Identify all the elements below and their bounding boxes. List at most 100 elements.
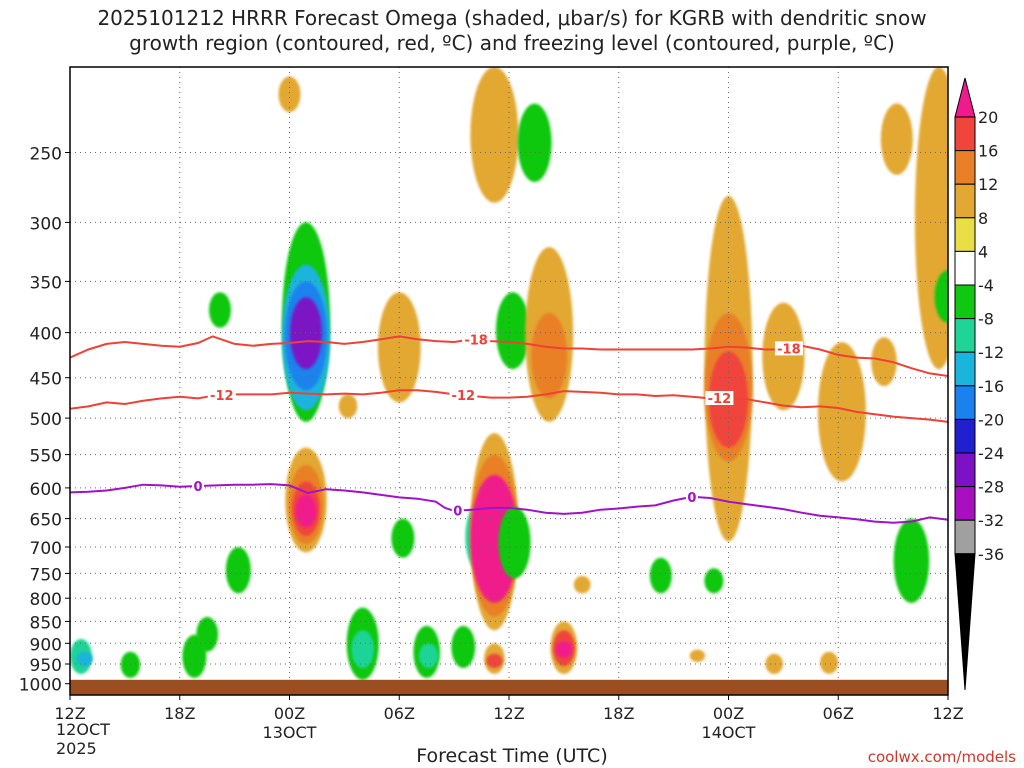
site-credit: coolwx.com/models — [867, 748, 1016, 766]
colorbar-label: 8 — [978, 209, 988, 228]
omega-blob — [495, 292, 530, 370]
omega-blob — [531, 313, 568, 399]
first-date-label: 12OCT 2025 — [56, 720, 110, 758]
omega-blob — [278, 76, 301, 113]
colorbar-label: -36 — [978, 545, 1004, 564]
contour-label: -18 — [464, 334, 488, 349]
colorbar-bottom-arrow — [954, 553, 976, 691]
colorbar-label: -32 — [978, 511, 1004, 530]
omega-blob — [451, 625, 476, 669]
omega-blob — [338, 394, 358, 419]
omega-blob — [351, 630, 375, 669]
contour-label-bg — [774, 341, 803, 356]
omega-blob — [649, 557, 672, 594]
omega-blob — [871, 337, 897, 387]
chart-title: 2025101212 HRRR Forecast Omega (shaded, … — [97, 6, 927, 55]
contour-label: 0 — [453, 505, 462, 520]
colorbar-label: -16 — [978, 377, 1004, 396]
y-tick-label: 700 — [30, 539, 62, 559]
contour-label-bg — [462, 332, 491, 347]
first-day-label: 12OCT — [56, 720, 110, 739]
omega-blob — [880, 103, 913, 175]
colorbar-label: 4 — [978, 242, 988, 261]
omega-blob — [486, 653, 503, 669]
contour-label-bg — [449, 388, 478, 403]
colorbar-label: 20 — [978, 108, 998, 127]
y-tick-label: 900 — [30, 635, 62, 655]
x-tick-label: 12Z — [932, 704, 963, 723]
x-tick-label: 06Z — [384, 704, 415, 723]
y-axis: 2503003504004505005506006507007508008509… — [19, 145, 70, 696]
x-tick-label: 12Z — [54, 704, 85, 723]
colorbar-swatch — [954, 183, 976, 219]
x-tick-label: 06Z — [823, 704, 854, 723]
omega-blob — [419, 643, 438, 669]
omega-blob — [573, 576, 591, 594]
colorbar-swatch — [954, 150, 976, 185]
y-tick-label: 750 — [30, 565, 62, 585]
omega-blob — [893, 518, 930, 603]
contour-label: -18 — [777, 342, 801, 357]
terrain-fill — [70, 679, 948, 695]
omega-blob — [689, 649, 706, 662]
colorbar-swatch — [954, 351, 976, 387]
omega-blob — [391, 518, 415, 558]
y-tick-label: 1000 — [19, 676, 62, 696]
y-tick-label: 800 — [30, 590, 62, 610]
contour-label-bg — [192, 479, 204, 493]
y-tick-label: 600 — [30, 480, 62, 500]
colorbar-swatch — [954, 385, 976, 420]
omega-blob — [555, 641, 573, 658]
omega-blob — [76, 651, 93, 667]
x-tick-label: 00Z — [713, 704, 744, 723]
colorbar-top-arrow — [954, 77, 976, 118]
y-tick-label: 350 — [30, 273, 62, 293]
contour-label: 0 — [193, 480, 202, 495]
omega-shading — [70, 67, 948, 680]
x-tick-date: 14OCT — [702, 723, 756, 742]
colorbar-label: -8 — [978, 310, 994, 329]
contour-label: -12 — [708, 392, 732, 407]
first-year-label: 2025 — [56, 739, 97, 758]
colorbar-label: -24 — [978, 444, 1004, 463]
omega-blob — [762, 302, 805, 411]
colorbar-swatch — [954, 217, 976, 252]
contour-line — [70, 483, 948, 524]
contour-label-bg — [685, 489, 698, 504]
x-tick-label: 18Z — [603, 704, 634, 723]
contour-label-bg — [207, 387, 236, 402]
y-tick-label: 950 — [30, 656, 62, 676]
colorbar-swatch — [954, 318, 976, 353]
omega-blob — [765, 653, 783, 675]
colorbar: 20 16 12 8 4 -4 -8 -12 -16 -20 -24 -28 -32 -36 — [954, 77, 1004, 691]
omega-blob — [196, 616, 219, 652]
contour-label: 0 — [687, 491, 696, 506]
x-tick-label: 18Z — [164, 704, 195, 723]
omega-blob — [225, 547, 251, 594]
colorbar-label: -12 — [978, 343, 1004, 362]
colorbar-label: 16 — [978, 142, 998, 161]
colorbar-label: 12 — [978, 175, 998, 194]
x-tick-date: 13OCT — [263, 723, 317, 742]
contour-label: -12 — [452, 389, 476, 404]
omega-blob — [498, 506, 531, 579]
y-tick-label: 500 — [30, 410, 62, 430]
colorbar-label: -20 — [978, 410, 1004, 429]
contours: -18 -18 -12 -12 -12 0 0 0 — [70, 332, 948, 524]
colorbar-swatch — [954, 486, 976, 521]
contour-label-bg — [705, 391, 734, 405]
omega-blob — [517, 103, 552, 182]
terrain — [70, 679, 948, 695]
omega-blob — [934, 270, 948, 323]
y-tick-label: 550 — [30, 447, 62, 467]
omega-blob — [817, 342, 866, 482]
omega-blob — [470, 67, 519, 203]
omega-blob — [120, 651, 141, 678]
contour-label-bg — [451, 503, 464, 518]
omega-blob — [704, 568, 724, 594]
y-tick-label: 400 — [30, 325, 62, 345]
x-axis-title: Forecast Time (UTC) — [416, 745, 608, 767]
colorbar-label: -4 — [978, 276, 994, 295]
